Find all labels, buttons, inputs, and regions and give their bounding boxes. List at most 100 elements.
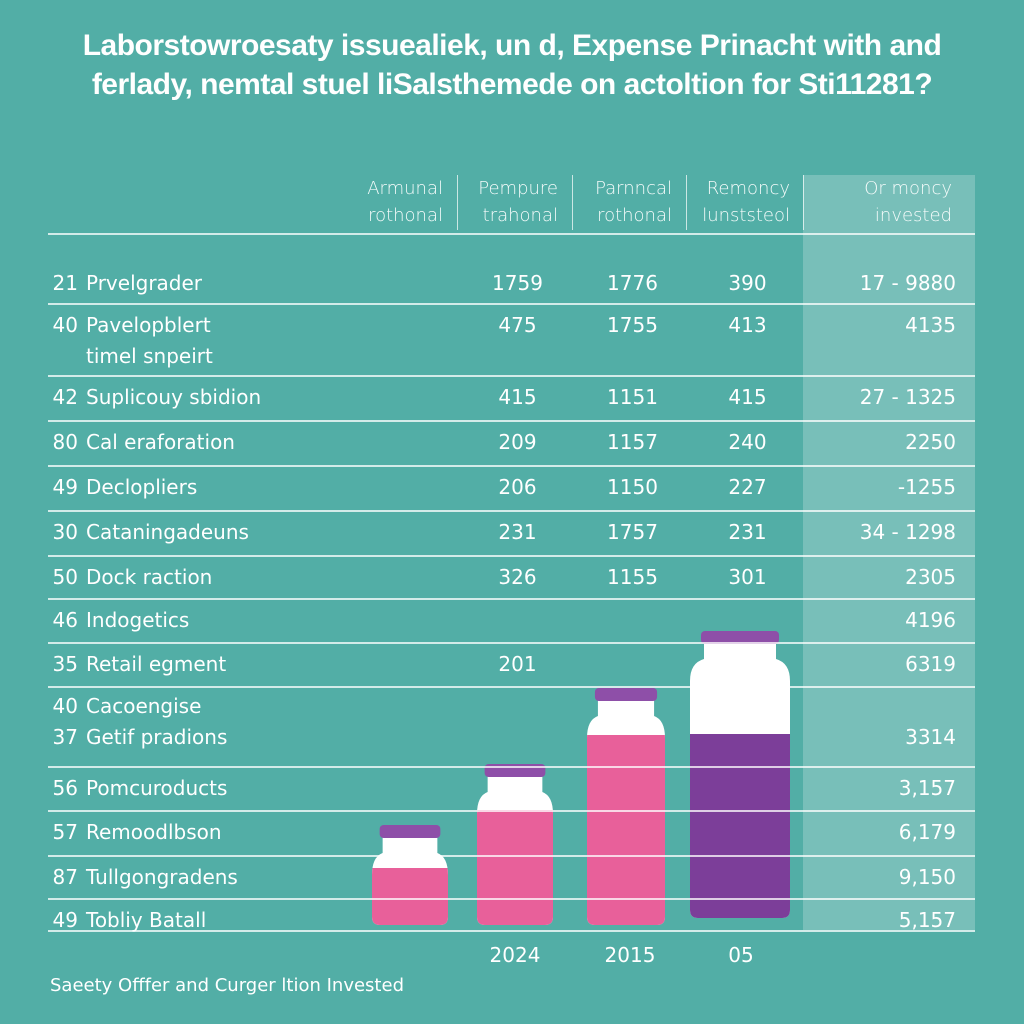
row-label: Tobliy Batall	[86, 908, 207, 932]
highlight-band	[803, 175, 975, 930]
row-number: 21	[52, 271, 78, 295]
value-cell: 1155	[607, 565, 658, 589]
row-number: 49	[52, 908, 78, 932]
value-cell: 475	[498, 313, 537, 337]
bottle-cap	[594, 688, 658, 701]
row-line	[48, 510, 975, 512]
value-cell: 1776	[607, 271, 658, 295]
row-number: 35	[52, 652, 78, 676]
row-line	[48, 375, 975, 377]
row-number: 40 37	[52, 694, 78, 749]
row-label: Dock raction	[86, 565, 213, 589]
column-separator	[686, 175, 687, 230]
invested-cell: 27 - 1325	[859, 385, 956, 409]
row-number: 56	[52, 776, 78, 800]
row-label: Cal eraforation	[86, 430, 235, 454]
column-header: Armunal rothonal	[367, 178, 443, 226]
row-label: Cacoengise Getif pradions	[86, 694, 228, 749]
row-label: Indogetics	[86, 608, 190, 632]
value-cell: 1759	[492, 271, 543, 295]
invested-cell: 5,157	[898, 908, 956, 932]
value-cell: 1151	[607, 385, 658, 409]
row-number: 57	[52, 820, 78, 844]
value-cell: 240	[728, 430, 767, 454]
bottle-liquid	[477, 810, 553, 925]
invested-cell: 9,150	[898, 865, 956, 889]
invested-cell: 4135	[905, 313, 956, 337]
column-separator	[803, 175, 804, 230]
value-cell: 231	[728, 520, 767, 544]
invested-cell: 2305	[905, 565, 956, 589]
value-cell: 1157	[607, 430, 658, 454]
column-separator	[572, 175, 573, 230]
value-cell: 1755	[607, 313, 658, 337]
row-label: Suplicouy sbidion	[86, 385, 262, 409]
value-cell: 301	[728, 565, 767, 589]
bottle-liquid	[372, 868, 448, 925]
row-line	[48, 810, 975, 812]
row-line	[48, 465, 975, 467]
column-separator	[457, 175, 458, 230]
bottle-label: 2015	[604, 943, 656, 967]
invested-cell: 6319	[905, 652, 956, 676]
bottle-liquid	[587, 735, 665, 925]
row-number: 49	[52, 475, 78, 499]
value-cell: 415	[498, 385, 537, 409]
row-label: Prvelgrader	[86, 271, 203, 295]
row-line	[48, 855, 975, 857]
row-line	[48, 598, 975, 600]
row-line	[48, 303, 975, 305]
row-number: 87	[52, 865, 78, 889]
value-cell: 227	[728, 475, 767, 499]
value-cell: 326	[498, 565, 537, 589]
invested-cell: -1255	[897, 475, 956, 499]
value-cell: 201	[498, 652, 537, 676]
row-number: 30	[52, 520, 78, 544]
invested-cell: 4196	[905, 608, 956, 632]
value-cell: 209	[498, 430, 537, 454]
invested-cell: 17 - 9880	[859, 271, 956, 295]
row-number: 46	[52, 608, 78, 632]
column-header: Parnncal rothonal	[595, 178, 672, 226]
row-label: Tullgongradens	[86, 865, 238, 889]
row-line	[48, 766, 975, 768]
row-number: 80	[52, 430, 78, 454]
row-number: 40	[52, 313, 78, 337]
bottle-label: 05	[728, 943, 754, 967]
row-label: Cataningadeuns	[86, 520, 249, 544]
bottle-label: 2024	[489, 943, 541, 967]
value-cell: 206	[498, 475, 537, 499]
row-line	[48, 930, 975, 932]
column-header: Pempure trahonal	[478, 178, 558, 226]
row-label: Remoodlbson	[86, 820, 222, 844]
invested-cell: 34 - 1298	[859, 520, 956, 544]
title: Laborstowroesaty issuealiek, un d, Expen…	[82, 29, 942, 101]
bottle-liquid	[690, 734, 790, 918]
footer: Saeety Offfer and Curger ltion Invested	[50, 975, 404, 996]
row-line	[48, 233, 975, 235]
row-line	[48, 420, 975, 422]
row-label: Retail egment	[86, 652, 227, 676]
column-header: Remoncy lunststeol	[702, 178, 790, 226]
row-line	[48, 642, 975, 644]
value-cell: 415	[728, 385, 767, 409]
invested-cell: 2250	[905, 430, 956, 454]
value-cell: 231	[498, 520, 537, 544]
value-cell: 1757	[607, 520, 658, 544]
bottle-cap	[701, 631, 779, 644]
invested-cell: 6,179	[898, 820, 956, 844]
row-label: Declopliers	[86, 475, 198, 499]
invested-cell: 3,157	[898, 776, 956, 800]
bottle-cap	[379, 825, 441, 838]
invested-cell: 3314	[905, 725, 956, 749]
row-number: 42	[52, 385, 78, 409]
value-cell: 413	[728, 313, 767, 337]
column-header: Or moncy invested	[864, 178, 952, 226]
row-label: Pomcuroducts	[86, 776, 228, 800]
row-number: 50	[52, 565, 78, 589]
row-line	[48, 686, 975, 688]
value-cell: 390	[728, 271, 767, 295]
row-label: Pavelopblert timel snpeirt	[86, 313, 213, 368]
row-line	[48, 555, 975, 557]
